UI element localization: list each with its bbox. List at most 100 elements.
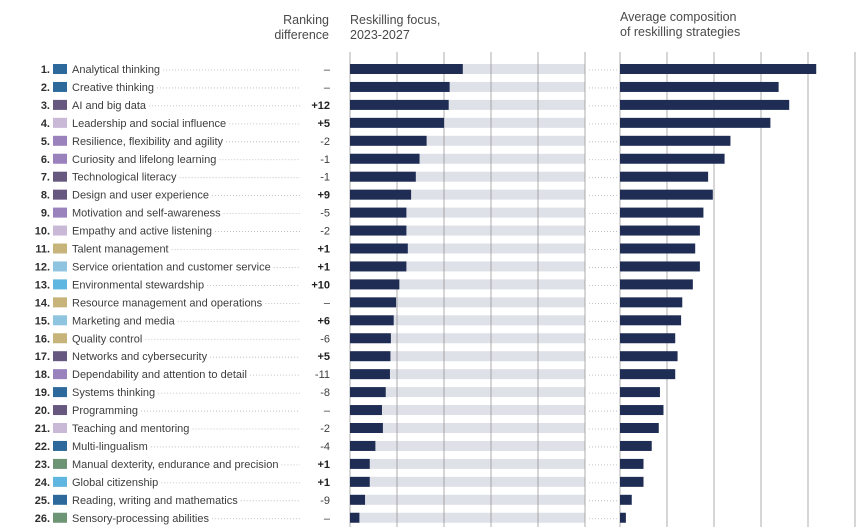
ranking-difference-value: +1 bbox=[317, 244, 330, 256]
composition-bar bbox=[620, 64, 817, 74]
ranking-difference-value: +9 bbox=[317, 190, 330, 202]
focus-track bbox=[350, 189, 585, 200]
focus-bar bbox=[350, 387, 386, 398]
skill-rank-number: 10. bbox=[35, 226, 50, 238]
skill-label: Systems thinking bbox=[72, 387, 155, 399]
skill-category-swatch bbox=[53, 369, 67, 380]
focus-bar bbox=[350, 81, 450, 92]
ranking-difference-header: Ranking difference bbox=[240, 13, 329, 43]
skill-rank-number: 19. bbox=[35, 387, 50, 399]
focus-bar bbox=[350, 117, 444, 128]
focus-bar bbox=[350, 64, 463, 74]
composition-bar bbox=[620, 117, 771, 128]
skill-rank-number: 11. bbox=[35, 244, 50, 256]
focus-track bbox=[350, 333, 585, 344]
focus-track bbox=[350, 476, 585, 487]
skill-label: Creative thinking bbox=[72, 82, 154, 94]
skill-rank-number: 17. bbox=[35, 351, 50, 363]
skill-category-swatch bbox=[53, 512, 67, 523]
skill-label: Motivation and self-awareness bbox=[72, 208, 221, 220]
skill-label: Resilience, flexibility and agility bbox=[72, 136, 224, 148]
skill-label: Multi-lingualism bbox=[72, 441, 148, 453]
focus-bar bbox=[350, 99, 449, 110]
ranking-difference-value: -6 bbox=[320, 333, 330, 345]
focus-bar bbox=[350, 207, 407, 218]
focus-track bbox=[350, 171, 585, 182]
focus-track bbox=[350, 153, 585, 164]
ranking-difference-value: -11 bbox=[315, 369, 330, 381]
focus-bar bbox=[350, 279, 400, 290]
skill-label: Empathy and active listening bbox=[72, 226, 212, 238]
focus-track bbox=[350, 81, 585, 92]
ranking-difference-value: – bbox=[324, 513, 331, 525]
focus-bar bbox=[350, 153, 420, 164]
ranking-difference-value: -5 bbox=[320, 208, 330, 220]
composition-bar bbox=[620, 207, 704, 218]
skill-category-swatch bbox=[53, 297, 67, 308]
skill-label: Networks and cybersecurity bbox=[72, 351, 208, 363]
skill-rank-number: 23. bbox=[35, 459, 50, 471]
focus-track bbox=[350, 369, 585, 380]
composition-header-line2: of reskilling strategies bbox=[620, 25, 741, 39]
focus-bar bbox=[350, 494, 366, 505]
skill-rank-number: 15. bbox=[35, 315, 50, 327]
skill-category-swatch bbox=[53, 458, 67, 469]
ranking-difference-value: -2 bbox=[320, 136, 330, 148]
skill-label: Programming bbox=[72, 405, 138, 417]
focus-track bbox=[350, 494, 585, 505]
ranking-difference-value: -9 bbox=[320, 495, 330, 507]
composition-bar bbox=[620, 297, 683, 308]
focus-track bbox=[350, 405, 585, 416]
ranking-difference-value: +1 bbox=[317, 261, 330, 273]
focus-track bbox=[350, 512, 585, 523]
skill-label: Design and user experience bbox=[72, 190, 209, 202]
focus-bar bbox=[350, 171, 416, 182]
composition-bar bbox=[620, 494, 632, 505]
ranking-difference-value: -1 bbox=[320, 154, 330, 166]
skill-rank-number: 8. bbox=[41, 190, 50, 202]
composition-bar bbox=[620, 440, 652, 451]
composition-bar bbox=[620, 387, 660, 398]
ranking-difference-value: – bbox=[324, 297, 331, 309]
focus-track bbox=[350, 243, 585, 254]
focus-track bbox=[350, 117, 585, 128]
skill-label: Resource management and operations bbox=[72, 297, 263, 309]
skill-label: Marketing and media bbox=[72, 315, 176, 327]
skill-rank-number: 5. bbox=[41, 136, 50, 148]
focus-bar bbox=[350, 189, 412, 200]
skill-label: Environmental stewardship bbox=[72, 279, 204, 291]
skill-category-swatch bbox=[53, 423, 67, 433]
ranking-difference-value: -1 bbox=[320, 172, 330, 184]
ranking-difference-value: +1 bbox=[317, 477, 330, 489]
skill-rank-number: 21. bbox=[35, 423, 50, 435]
skill-category-swatch bbox=[53, 315, 67, 326]
focus-bar bbox=[350, 243, 408, 254]
focus-track bbox=[350, 297, 585, 308]
skill-label: Technological literacy bbox=[72, 172, 177, 184]
focus-bar bbox=[350, 476, 370, 487]
skill-rank-number: 3. bbox=[41, 100, 50, 112]
focus-track bbox=[350, 315, 585, 326]
skill-label: Talent management bbox=[72, 244, 169, 256]
skill-category-swatch bbox=[53, 171, 67, 182]
skill-rank-number: 6. bbox=[41, 154, 50, 166]
skill-label: Manual dexterity, endurance and precisio… bbox=[72, 459, 278, 471]
composition-bar bbox=[620, 423, 659, 433]
composition-bar bbox=[620, 351, 678, 362]
focus-bar bbox=[350, 333, 391, 344]
skill-category-swatch bbox=[53, 81, 67, 92]
skill-category-swatch bbox=[53, 64, 67, 74]
ranking-header-line2: difference bbox=[274, 28, 329, 42]
composition-bar bbox=[620, 476, 644, 487]
ranking-difference-value: -8 bbox=[320, 387, 330, 399]
skill-label: Quality control bbox=[72, 333, 142, 345]
composition-bar bbox=[620, 243, 696, 254]
focus-header-line1: Reskilling focus, bbox=[350, 13, 441, 27]
composition-bar bbox=[620, 153, 725, 164]
focus-bar bbox=[350, 440, 376, 451]
skill-rank-number: 7. bbox=[41, 172, 50, 184]
skill-rank-number: 20. bbox=[35, 405, 50, 417]
skill-category-swatch bbox=[53, 494, 67, 505]
focus-track bbox=[350, 135, 585, 146]
composition-header: Average composition of reskilling strate… bbox=[620, 10, 740, 40]
